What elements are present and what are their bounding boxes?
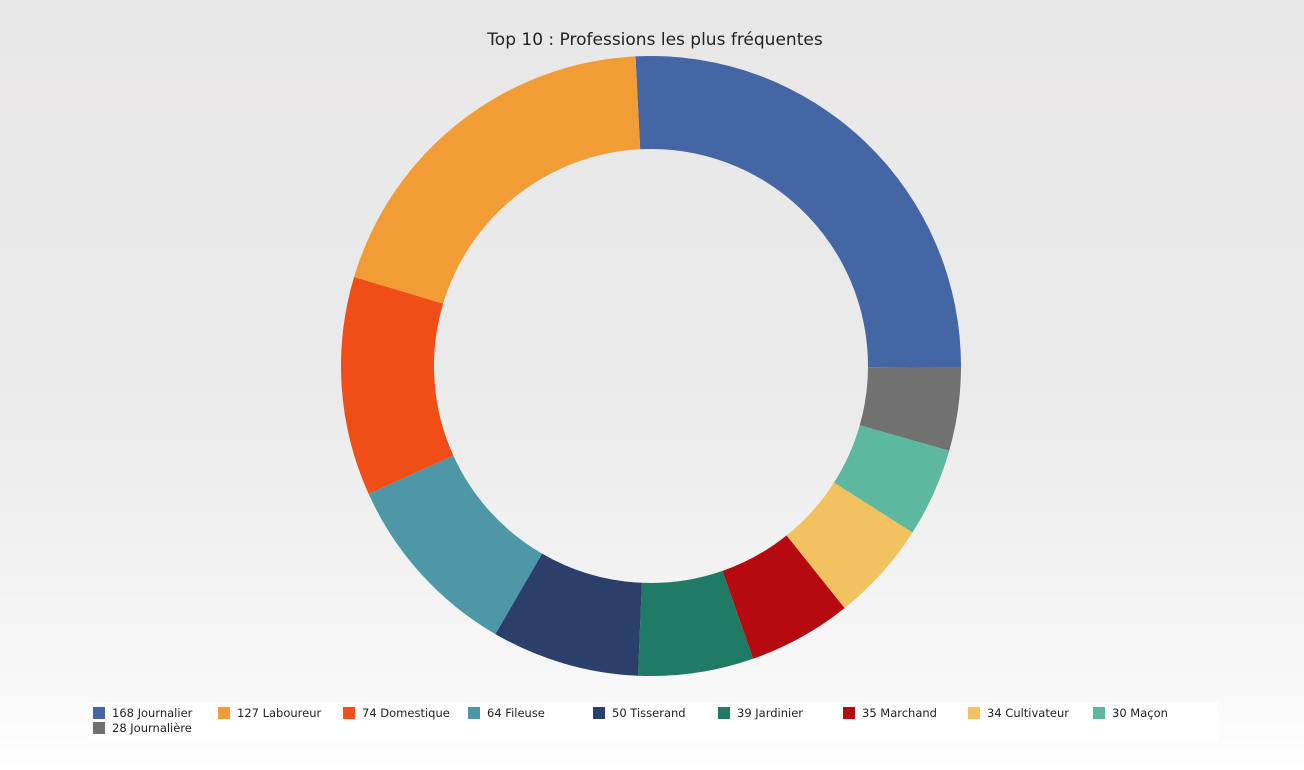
legend-label: 30 Maçon (1112, 706, 1168, 720)
legend-label: 50 Tisserand (612, 706, 686, 720)
slice-journaliere (859, 367, 961, 451)
legend-swatch (718, 707, 730, 719)
legend-swatch (93, 722, 105, 734)
slice-tisserand (495, 553, 642, 676)
chart-legend: 168 Journalier 127 Laboureur 74 Domestique… (88, 702, 1218, 740)
legend-swatch (1093, 707, 1105, 719)
legend-label: 168 Journalier (112, 706, 193, 720)
legend-swatch (93, 707, 105, 719)
legend-label: 34 Cultivateur (987, 706, 1069, 720)
legend-label: 64 Fileuse (487, 706, 545, 720)
legend-label: 74 Domestique (362, 706, 450, 720)
legend-label: 127 Laboureur (237, 706, 322, 720)
legend-swatch (593, 707, 605, 719)
legend-swatch (843, 707, 855, 719)
slice-jardinier (637, 570, 754, 676)
slice-domestique (341, 276, 454, 494)
slice-laboureur (354, 56, 641, 304)
legend-swatch (343, 707, 355, 719)
legend-swatch (218, 707, 230, 719)
legend-label: 28 Journalière (112, 721, 192, 735)
legend-label: 39 Jardinier (737, 706, 804, 720)
slice-cultivateur (786, 482, 913, 609)
slice-journalier (635, 56, 961, 368)
legend-label: 35 Marchand (862, 706, 937, 720)
slice-fileuse (368, 455, 543, 635)
legend-swatch (968, 707, 980, 719)
slice-macon (834, 425, 950, 533)
chart-title: Top 10 : Professions les plus fréquentes (487, 30, 823, 50)
legend-swatch (468, 707, 480, 719)
slice-marchand (722, 535, 845, 659)
